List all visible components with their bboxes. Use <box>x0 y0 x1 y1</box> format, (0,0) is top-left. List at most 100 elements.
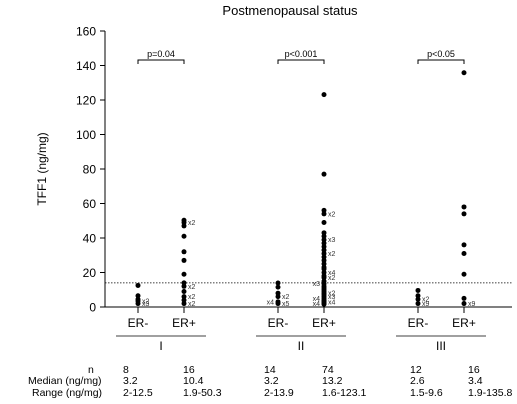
x-tick-label: ER- <box>408 316 429 330</box>
table-cell-median-2: 10.4 <box>183 375 204 387</box>
multiplicity-label: x4 <box>313 301 321 308</box>
multiplicity-label: x2 <box>188 220 196 227</box>
multiplicity-label: x9 <box>468 301 476 308</box>
data-point <box>321 266 327 272</box>
data-point <box>275 294 281 300</box>
data-point <box>135 301 141 307</box>
data-point <box>415 293 421 299</box>
multiplicity-label: x2 <box>282 294 290 301</box>
x-tick-label: ER- <box>268 316 289 330</box>
p-value-bracket <box>417 59 465 64</box>
x-tick-label: ER+ <box>172 316 196 330</box>
data-point <box>181 249 187 255</box>
table-cell-median-3: 3.2 <box>264 375 279 387</box>
y-tick-label: 160 <box>76 25 96 39</box>
table-cell-median-5: 2.6 <box>410 375 425 387</box>
table-cell-range-6: 1.9-135.8 <box>468 387 513 399</box>
table-row-label-range: Range (ng/mg) <box>32 387 103 399</box>
data-point <box>181 288 187 294</box>
y-axis-label: TFF1 (ng/mg) <box>35 132 49 205</box>
table-cell-range-4: 1.6-123.1 <box>322 387 367 399</box>
data-point <box>415 287 421 293</box>
y-tick-label: 20 <box>83 266 97 280</box>
data-point <box>321 251 327 257</box>
data-point <box>461 295 467 301</box>
multiplicity-label: x9 <box>422 301 430 308</box>
table-cell-n-3: 14 <box>264 364 276 376</box>
data-point <box>181 223 187 229</box>
table-cell-n-1: 8 <box>123 364 129 376</box>
multiplicity-label: x3 <box>328 237 336 244</box>
y-tick-label: 120 <box>76 94 96 108</box>
data-point <box>321 207 327 213</box>
table-cell-range-2: 1.9-50.3 <box>183 387 222 399</box>
data-point <box>461 211 467 217</box>
y-tick-label: 40 <box>83 232 97 246</box>
multiplicity-label: x3 <box>142 301 150 308</box>
table-row-label-n: n <box>88 364 94 376</box>
data-point <box>181 280 187 286</box>
data-point <box>321 247 327 253</box>
multiplicity-label: x3 <box>313 281 321 288</box>
data-point <box>461 251 467 257</box>
table-cell-range-1: 2-12.5 <box>123 387 153 399</box>
data-point <box>461 70 467 76</box>
data-point <box>321 257 327 263</box>
multiplicity-label: x2 <box>188 294 196 301</box>
multiplicity-label: x4 <box>313 296 321 303</box>
data-point <box>321 270 327 275</box>
data-point <box>181 219 187 225</box>
data-point <box>321 301 327 307</box>
multiplicity-label: x2 <box>188 301 196 308</box>
multiplicity-label: x5 <box>282 301 290 308</box>
multiplicity-label: x4 <box>328 299 336 306</box>
data-point <box>321 275 327 281</box>
y-tick-label: 0 <box>89 301 96 315</box>
data-point <box>181 233 187 239</box>
multiplicity-label: x3 <box>328 294 336 301</box>
data-point <box>321 244 327 250</box>
table-cell-range-3: 2-13.9 <box>264 387 294 399</box>
p-value-bracket <box>137 59 185 64</box>
data-point <box>321 240 327 246</box>
data-point <box>181 271 187 277</box>
p-value-label: p<0.05 <box>427 49 455 59</box>
group-label: I <box>159 339 162 353</box>
y-tick-label: 80 <box>83 163 97 177</box>
data-point <box>415 296 421 302</box>
multiplicity-label: x2 <box>328 291 336 298</box>
y-tick-label: 100 <box>76 128 96 142</box>
multiplicity-label: x2 <box>422 297 430 304</box>
table-cell-median-1: 3.2 <box>123 375 138 387</box>
table-cell-n-5: 12 <box>410 364 422 376</box>
table-cell-median-4: 13.2 <box>322 375 343 387</box>
table-cell-range-5: 1.5-9.6 <box>410 387 443 399</box>
table-cell-n-2: 16 <box>183 364 195 376</box>
x-tick-label: ER+ <box>452 316 476 330</box>
data-point <box>321 171 327 177</box>
data-point <box>181 297 187 303</box>
table-row-label-median: Median (ng/mg) <box>28 375 102 387</box>
p-value-bracket <box>277 59 325 64</box>
data-point <box>321 233 327 239</box>
table-cell-n-6: 16 <box>468 364 480 376</box>
data-point <box>321 254 327 260</box>
data-point <box>461 301 467 307</box>
y-tick-label: 60 <box>83 197 97 211</box>
multiplicity-label: x2 <box>142 298 150 305</box>
multiplicity-label: x2 <box>328 251 336 258</box>
data-point <box>275 280 281 286</box>
data-point <box>181 283 187 289</box>
data-point <box>321 92 327 98</box>
data-point <box>181 301 187 307</box>
data-point <box>181 257 187 263</box>
group-label: II <box>298 339 305 353</box>
multiplicity-label: x2 <box>188 284 196 291</box>
p-value-label: p<0.001 <box>285 49 318 59</box>
data-point <box>415 301 421 307</box>
data-point <box>275 284 281 290</box>
multiplicity-label: x2 <box>328 211 336 218</box>
data-point <box>181 294 187 300</box>
data-point <box>321 237 327 243</box>
